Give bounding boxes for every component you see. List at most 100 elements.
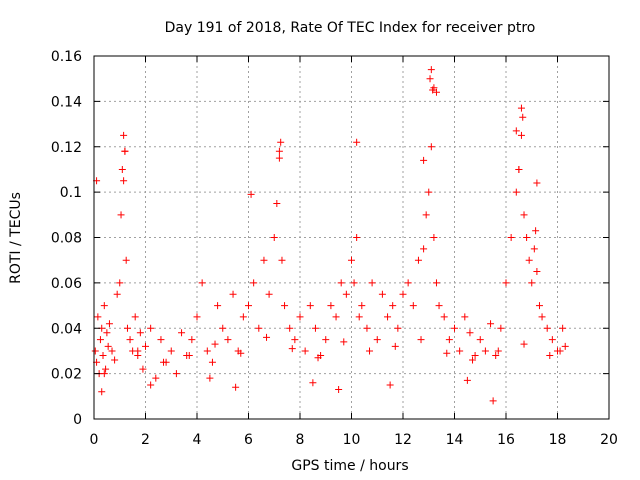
data-point	[340, 338, 348, 346]
data-point	[512, 127, 520, 135]
data-point	[99, 351, 107, 359]
data-point	[363, 324, 371, 332]
data-point	[528, 279, 536, 287]
data-point	[322, 336, 330, 344]
data-point	[435, 302, 443, 310]
data-point	[425, 188, 433, 196]
data-point	[142, 342, 149, 350]
data-point	[559, 324, 567, 332]
data-point	[348, 256, 355, 264]
data-point	[134, 347, 142, 355]
data-point	[157, 336, 165, 344]
data-point	[327, 302, 335, 310]
data-point	[102, 365, 110, 373]
data-point	[288, 345, 296, 353]
data-point	[91, 347, 99, 355]
data-point	[353, 234, 361, 241]
data-point	[94, 313, 102, 321]
data-point	[342, 290, 350, 298]
data-point	[198, 279, 206, 287]
data-point	[481, 347, 489, 355]
data-point	[463, 376, 471, 384]
data-point	[118, 165, 126, 173]
data-point	[314, 354, 322, 362]
data-point	[394, 324, 402, 332]
x-axis-label: GPS time / hours	[291, 458, 408, 474]
data-point	[301, 347, 309, 355]
data-point	[116, 279, 124, 287]
data-point	[113, 290, 121, 298]
data-point	[185, 351, 193, 359]
data-point	[100, 370, 108, 378]
data-point	[543, 324, 551, 332]
data-point	[167, 347, 175, 355]
data-point	[517, 131, 525, 139]
data-point	[507, 234, 515, 241]
data-point	[414, 256, 422, 264]
x-tick-label: 2	[141, 432, 150, 448]
data-point	[366, 347, 374, 355]
data-point	[160, 358, 168, 366]
data-point	[355, 313, 363, 321]
axis-ticks: 0 2 4 6 8 10 12 14 16 18 20 0 0.02 0.04 0.06 0.08 0.1 0.1…	[51, 49, 618, 448]
data-point	[281, 302, 289, 310]
data-point	[275, 154, 283, 162]
data-point	[417, 336, 425, 344]
data-points	[91, 66, 569, 405]
x-tick-label: 10	[343, 432, 361, 448]
data-point	[368, 279, 376, 287]
y-tick-label: 0.16	[51, 49, 82, 65]
data-point	[533, 268, 541, 276]
data-point	[121, 147, 129, 155]
data-point	[391, 342, 399, 350]
data-point	[229, 290, 237, 298]
data-point	[332, 313, 340, 321]
data-point	[469, 356, 477, 364]
data-point	[546, 351, 554, 359]
data-point	[123, 324, 131, 332]
data-point	[104, 342, 112, 350]
data-point	[399, 290, 407, 298]
data-point	[188, 336, 196, 344]
data-point	[443, 349, 451, 357]
data-point	[206, 374, 214, 382]
data-point	[451, 324, 458, 332]
data-point	[373, 336, 381, 344]
data-point	[432, 279, 440, 287]
data-point	[100, 302, 108, 310]
x-tick-label: 18	[549, 432, 567, 448]
data-point	[409, 302, 417, 310]
data-point	[337, 279, 345, 287]
data-point	[245, 302, 252, 310]
data-point	[561, 342, 569, 350]
data-point	[260, 256, 268, 264]
x-tick-label: 20	[600, 432, 618, 448]
data-point	[538, 313, 546, 321]
x-tick-label: 6	[244, 432, 253, 448]
data-point	[497, 324, 505, 332]
y-tick-label: 0.04	[51, 321, 82, 337]
data-point	[389, 302, 397, 310]
data-point	[502, 279, 510, 287]
data-point	[122, 256, 130, 264]
data-point	[525, 256, 533, 264]
data-point	[523, 234, 531, 241]
y-tick-label: 0.08	[51, 231, 82, 247]
data-point	[532, 227, 540, 235]
data-point	[386, 381, 394, 389]
grid-lines	[94, 56, 609, 419]
y-tick-label: 0.12	[51, 140, 82, 156]
data-point	[255, 324, 263, 332]
data-point	[471, 351, 479, 359]
data-point	[353, 138, 361, 146]
data-point	[270, 234, 278, 241]
data-point	[117, 211, 125, 219]
data-point	[430, 234, 438, 241]
data-point	[520, 340, 528, 348]
data-point	[440, 313, 448, 321]
data-point	[306, 302, 314, 310]
data-point	[530, 245, 538, 253]
data-point	[519, 113, 527, 121]
data-point	[120, 131, 128, 139]
data-point	[232, 383, 240, 391]
